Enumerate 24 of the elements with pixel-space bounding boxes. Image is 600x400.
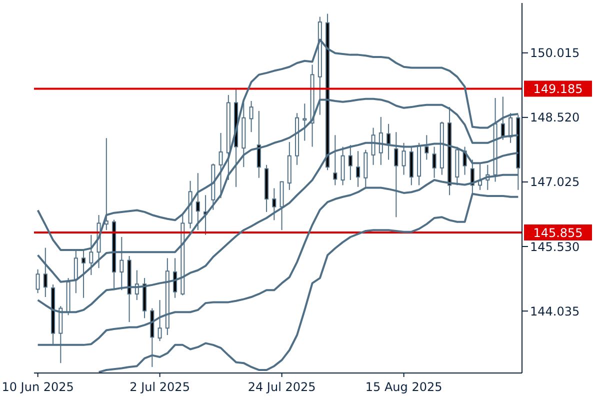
candlestick	[173, 258, 178, 298]
candlestick	[256, 110, 261, 178]
candlestick	[356, 150, 360, 188]
y-tick-label: 144.035	[530, 304, 580, 318]
x-tick-label: 24 Jul 2025	[248, 380, 316, 394]
y-tick-label: 145.530	[530, 240, 580, 254]
y-tick-label: 150.015	[530, 46, 580, 60]
ref-line-label: 145.855	[533, 226, 583, 240]
candlestick	[508, 112, 513, 144]
candlestick	[218, 132, 223, 199]
candlestick	[249, 100, 254, 133]
y-tick-label: 148.520	[530, 110, 580, 125]
candlestick	[196, 172, 200, 231]
candlestick	[158, 300, 162, 342]
candlestick	[348, 144, 352, 181]
x-tick-label: 10 Jun 2025	[2, 380, 74, 394]
ref-line-label: 149.185	[533, 82, 583, 96]
candlestick	[36, 268, 40, 294]
y-tick-label: 147.025	[530, 175, 580, 190]
x-tick-label: 2 Jul 2025	[130, 380, 190, 394]
candlestick	[272, 188, 276, 221]
candlestick	[302, 103, 307, 142]
x-tick-label: 15 Aug 2025	[365, 380, 442, 394]
candlestick	[104, 138, 108, 231]
